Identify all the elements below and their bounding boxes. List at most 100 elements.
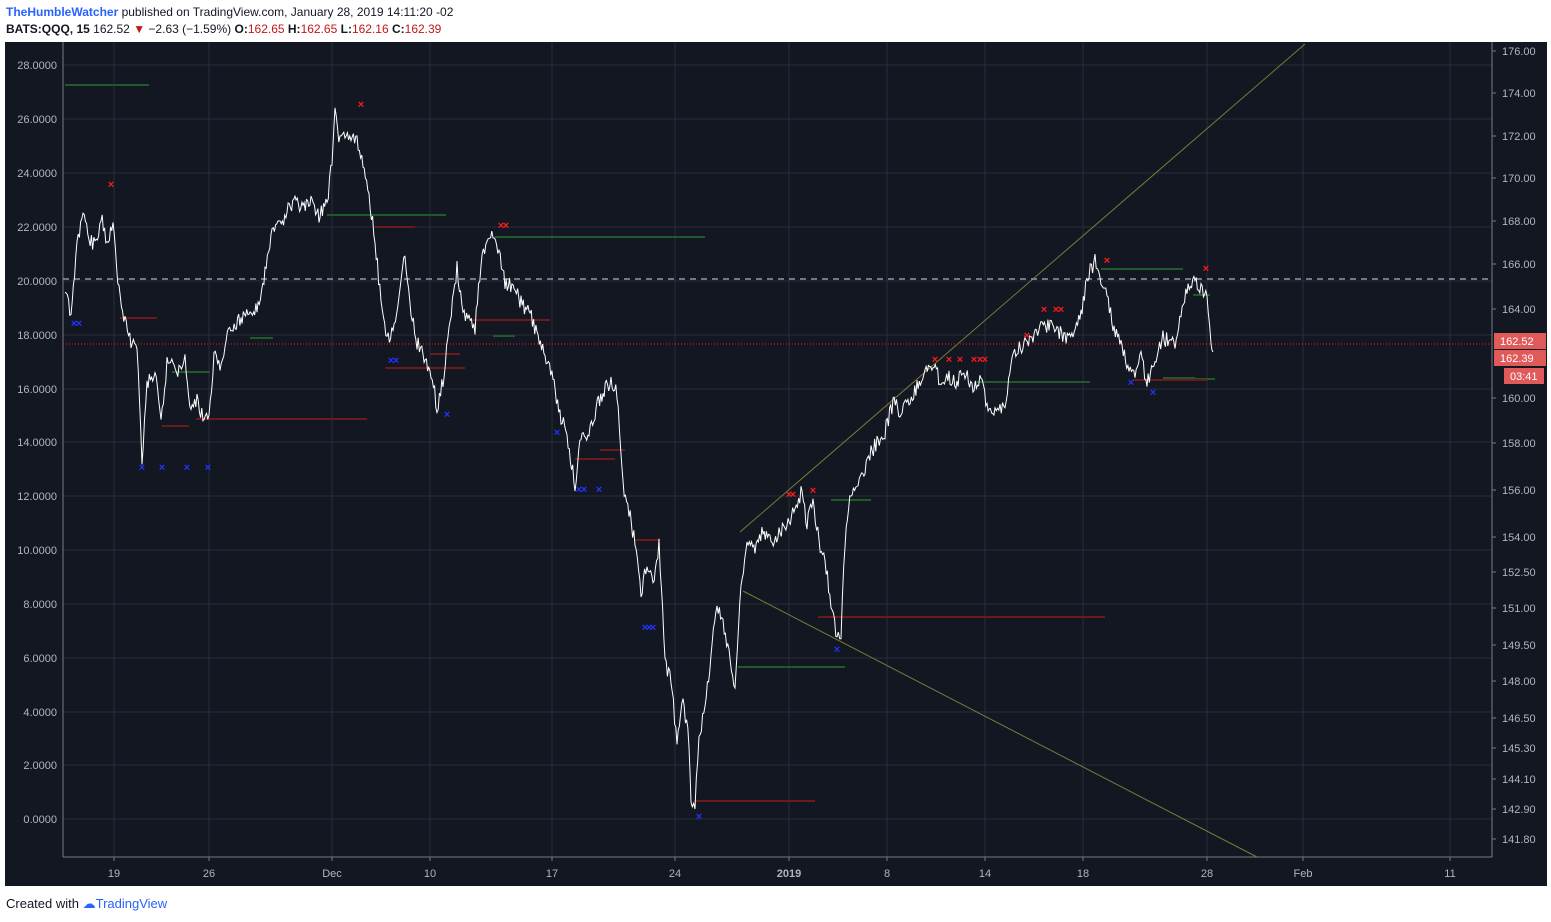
buy-signal-marker: × bbox=[1150, 387, 1156, 399]
left-axis-tick-label: 0.0000 bbox=[23, 814, 57, 826]
left-axis-tick-label: 28.0000 bbox=[17, 60, 57, 72]
open-value: 162.65 bbox=[247, 22, 285, 36]
sell-signal-marker: × bbox=[982, 354, 988, 366]
high-label: H: bbox=[287, 22, 301, 36]
buy-signal-marker: × bbox=[71, 318, 77, 330]
right-axis-tick-label: 160.00 bbox=[1502, 393, 1536, 405]
right-axis-tick-label: 172.00 bbox=[1502, 131, 1536, 143]
author-link[interactable]: TheHumbleWatcher bbox=[6, 5, 119, 19]
time-axis-tick-label: Feb bbox=[1294, 868, 1313, 880]
time-axis-tick-label: 24 bbox=[669, 868, 681, 880]
left-axis-tick-label: 16.0000 bbox=[17, 384, 57, 396]
lower-trendline bbox=[742, 590, 1258, 858]
right-axis-tick-label: 141.80 bbox=[1502, 834, 1536, 846]
chart-svg[interactable]: 28.0000 26.0000 24.0000 22.0000 20.0000 18.00… bbox=[5, 42, 1547, 886]
time-axis-tick-label: 2019 bbox=[777, 868, 801, 880]
buy-signal-marker: × bbox=[596, 484, 602, 496]
sell-signal-marker: × bbox=[971, 354, 977, 366]
time-axis-tick-label: 19 bbox=[108, 868, 120, 880]
tradingview-logo-icon[interactable]: ☁ bbox=[82, 896, 96, 911]
time-axis-tick-label: 10 bbox=[424, 868, 436, 880]
sell-signal-marker: × bbox=[786, 489, 792, 501]
buy-signal-marker: × bbox=[139, 462, 145, 474]
right-axis-tick-label: 151.00 bbox=[1502, 603, 1536, 615]
left-axis-tick-label: 6.0000 bbox=[23, 653, 57, 665]
sell-signal-marker: × bbox=[1203, 263, 1209, 275]
sell-signal-marker: × bbox=[977, 354, 983, 366]
right-axis-tick-label: 149.50 bbox=[1502, 640, 1536, 652]
sell-signal-marker: × bbox=[1104, 255, 1110, 267]
footer: Created with ☁TradingView bbox=[6, 896, 167, 912]
right-axis-tick-label: 148.00 bbox=[1502, 676, 1536, 688]
buy-signal-marker: × bbox=[834, 644, 840, 656]
buy-signal-marker: × bbox=[444, 409, 450, 421]
time-axis-tick-label: 28 bbox=[1201, 868, 1213, 880]
left-axis-tick-label: 26.0000 bbox=[17, 114, 57, 126]
down-arrow-icon: ▼ bbox=[133, 22, 146, 36]
buy-signal-marker: × bbox=[650, 622, 656, 634]
chart-header: TheHumbleWatcher published on TradingVie… bbox=[6, 4, 453, 38]
created-with-label: Created with bbox=[6, 896, 79, 911]
sell-signal-marker: × bbox=[810, 485, 816, 497]
buy-signal-marker: × bbox=[159, 462, 165, 474]
sell-signal-marker: × bbox=[108, 179, 114, 191]
buy-signal-marker: × bbox=[388, 355, 394, 367]
right-axis-tick-label: 168.00 bbox=[1502, 216, 1536, 228]
open-label: O: bbox=[234, 22, 248, 36]
left-axis-tick-label: 24.0000 bbox=[17, 168, 57, 180]
left-axis-tick-label: 8.0000 bbox=[23, 599, 57, 611]
publish-line: TheHumbleWatcher published on TradingVie… bbox=[6, 4, 453, 21]
right-axis-tick-label: 164.00 bbox=[1502, 304, 1536, 316]
sell-signal-marker: × bbox=[790, 489, 796, 501]
sell-signal-marker: × bbox=[1058, 304, 1064, 316]
left-axis-tick-label: 22.0000 bbox=[17, 222, 57, 234]
left-axis-tick-label: 4.0000 bbox=[23, 707, 57, 719]
buy-signal-marker: × bbox=[646, 622, 652, 634]
chart-canvas[interactable]: 28.0000 26.0000 24.0000 22.0000 20.0000 18.00… bbox=[5, 42, 1547, 886]
buy-signal-marker: × bbox=[184, 462, 190, 474]
price-label-bg bbox=[1494, 333, 1546, 349]
symbol-label[interactable]: BATS:QQQ, 15 bbox=[6, 22, 90, 36]
sell-signal-marker: × bbox=[946, 354, 952, 366]
buy-signal-marker: × bbox=[642, 622, 648, 634]
high-value: 162.65 bbox=[300, 22, 338, 36]
price-label: 162.39 bbox=[1500, 353, 1534, 365]
time-axis-tick-label: 14 bbox=[979, 868, 991, 880]
time-axis-tick-label: Dec bbox=[322, 868, 342, 880]
last-price: 162.52 bbox=[93, 22, 130, 36]
right-axis-tick-label: 146.50 bbox=[1502, 713, 1536, 725]
right-axis-tick-label: 154.00 bbox=[1502, 532, 1536, 544]
price-change: −2.63 (−1.59%) bbox=[148, 22, 232, 36]
left-axis-tick-label: 14.0000 bbox=[17, 437, 57, 449]
left-axis-tick-label: 2.0000 bbox=[23, 760, 57, 772]
sell-signal-marker: × bbox=[358, 99, 364, 111]
buy-signal-marker: × bbox=[205, 462, 211, 474]
price-line bbox=[64, 107, 1214, 810]
right-axis-tick-label: 144.10 bbox=[1502, 774, 1536, 786]
sell-signal-marker: × bbox=[957, 354, 963, 366]
close-value: 162.39 bbox=[404, 22, 442, 36]
price-label: 162.52 bbox=[1500, 336, 1534, 348]
right-axis-tick-label: 156.00 bbox=[1502, 485, 1536, 497]
sell-signal-marker: × bbox=[498, 220, 504, 232]
right-axis-tick-label: 166.00 bbox=[1502, 259, 1536, 271]
buy-signal-marker: × bbox=[696, 811, 702, 823]
tradingview-link[interactable]: TradingView bbox=[95, 896, 168, 911]
sell-signal-marker: × bbox=[1024, 330, 1030, 342]
right-axis-tick-label: 174.00 bbox=[1502, 88, 1536, 100]
low-label: L: bbox=[340, 22, 352, 36]
right-axis-tick-label: 170.00 bbox=[1502, 173, 1536, 185]
close-label: C: bbox=[391, 22, 405, 36]
upper-trendline bbox=[739, 43, 1306, 533]
right-axis-tick-label: 176.00 bbox=[1502, 46, 1536, 58]
time-axis-tick-label: 8 bbox=[884, 868, 890, 880]
right-axis-tick-label: 158.00 bbox=[1502, 438, 1536, 450]
sell-signal-marker: × bbox=[1053, 304, 1059, 316]
time-axis-tick-label: 17 bbox=[546, 868, 558, 880]
sell-signal-marker: × bbox=[932, 354, 938, 366]
buy-signal-marker: × bbox=[76, 318, 82, 330]
buy-signal-marker: × bbox=[581, 484, 587, 496]
buy-signal-marker: × bbox=[393, 355, 399, 367]
left-axis-tick-label: 12.0000 bbox=[17, 491, 57, 503]
price-label-bg bbox=[1494, 350, 1546, 366]
